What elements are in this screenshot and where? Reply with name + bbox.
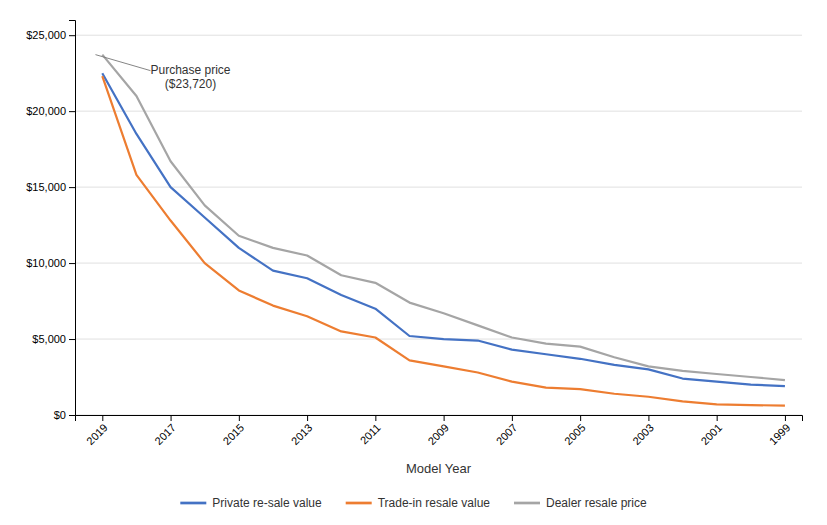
x-tick-mark (102, 415, 103, 421)
legend-swatch (346, 502, 372, 505)
x-tick-label: 2015 (221, 421, 247, 447)
x-tick: 2019 (84, 415, 110, 447)
x-tick-mark (717, 415, 718, 421)
y-tick-label: $10,000 (26, 257, 66, 269)
series-line (102, 76, 785, 405)
y-tick-label: $5,000 (32, 333, 66, 345)
y-tick-label: $25,000 (26, 29, 66, 41)
y-tick-mark (69, 187, 75, 188)
x-tick-label: 2011 (358, 421, 383, 446)
x-tick: 2005 (562, 415, 588, 447)
x-tick-label: 2017 (152, 421, 178, 447)
x-tick-mark (785, 415, 786, 421)
y-tick: $20,000 (26, 105, 75, 117)
x-tick-label: 1999 (767, 421, 793, 447)
x-tick-mark (512, 415, 513, 421)
x-tick: 2007 (494, 415, 520, 447)
x-tick-mark (171, 415, 172, 421)
legend-label: Trade-in resale value (378, 496, 491, 510)
x-tick-label: 2005 (562, 421, 588, 447)
x-tick-label: 2009 (425, 421, 451, 447)
x-tick-label: 2001 (698, 421, 724, 447)
legend-item: Dealer resale price (514, 496, 647, 510)
x-tick: 2015 (221, 415, 247, 447)
x-tick-mark (375, 415, 376, 421)
y-tick-label: $0 (54, 409, 66, 421)
x-tick-label: 2007 (494, 421, 520, 447)
x-tick: 2017 (152, 415, 178, 447)
y-tick-mark (69, 339, 75, 340)
grid-line (75, 187, 802, 188)
series-line (102, 55, 785, 380)
legend-item: Trade-in resale value (346, 496, 491, 510)
x-axis-line (76, 416, 803, 422)
x-tick-label: 2003 (630, 421, 656, 447)
annotation: Purchase price($23,720) (150, 63, 230, 91)
legend-item: Private re-sale value (180, 496, 322, 510)
x-tick-mark (307, 415, 308, 421)
y-tick: $15,000 (26, 181, 75, 193)
legend-swatch (514, 502, 540, 505)
x-tick: 2013 (289, 415, 315, 447)
x-tick: 1999 (767, 415, 793, 447)
y-tick: $5,000 (32, 333, 75, 345)
grid (75, 35, 802, 415)
x-tick-label: 2013 (289, 421, 315, 447)
y-axis-line (69, 21, 76, 416)
x-tick: 2003 (630, 415, 656, 447)
chart: 2019 2017 2015 2013 2011 2009 2007 2005 2003 2001… (0, 0, 827, 525)
x-tick: 2009 (425, 415, 451, 447)
legend-label: Private re-sale value (212, 496, 322, 510)
y-tick-label: $20,000 (26, 105, 66, 117)
plot: 2019 2017 2015 2013 2011 2009 2007 2005 2003 2001… (26, 21, 802, 448)
y-tick: $25,000 (26, 29, 75, 41)
annotation-line (95, 55, 150, 71)
x-tick: 2011 (358, 415, 383, 447)
x-tick: 2001 (698, 415, 724, 447)
x-tick-mark (648, 415, 649, 421)
grid-line (75, 263, 802, 264)
grid-line (75, 35, 802, 36)
lines (102, 55, 785, 406)
grid-line (75, 111, 802, 112)
legend-swatch (180, 502, 206, 505)
x-tick-mark (444, 415, 445, 421)
y-tick-mark (69, 111, 75, 112)
y-tick: $10,000 (26, 257, 75, 269)
y-axis: $0 $5,000 $10,000 $15,000 $20,000 $25,000 (26, 21, 75, 422)
x-tick-mark (239, 415, 240, 421)
y-tick-mark (69, 35, 75, 36)
y-tick-mark (69, 415, 75, 416)
y-tick: $0 (54, 409, 75, 421)
x-tick-mark (580, 415, 581, 421)
series-line (102, 73, 785, 386)
legend: Private re-sale value Trade-in resale val… (180, 496, 647, 510)
legend-label: Dealer resale price (546, 496, 647, 510)
y-tick-mark (69, 263, 75, 264)
x-axis-title: Model Year (406, 461, 472, 476)
x-axis: 2019 2017 2015 2013 2011 2009 2007 2005 2003 2001… (76, 415, 803, 447)
y-tick-label: $15,000 (26, 181, 66, 193)
x-tick-label: 2019 (84, 421, 110, 447)
